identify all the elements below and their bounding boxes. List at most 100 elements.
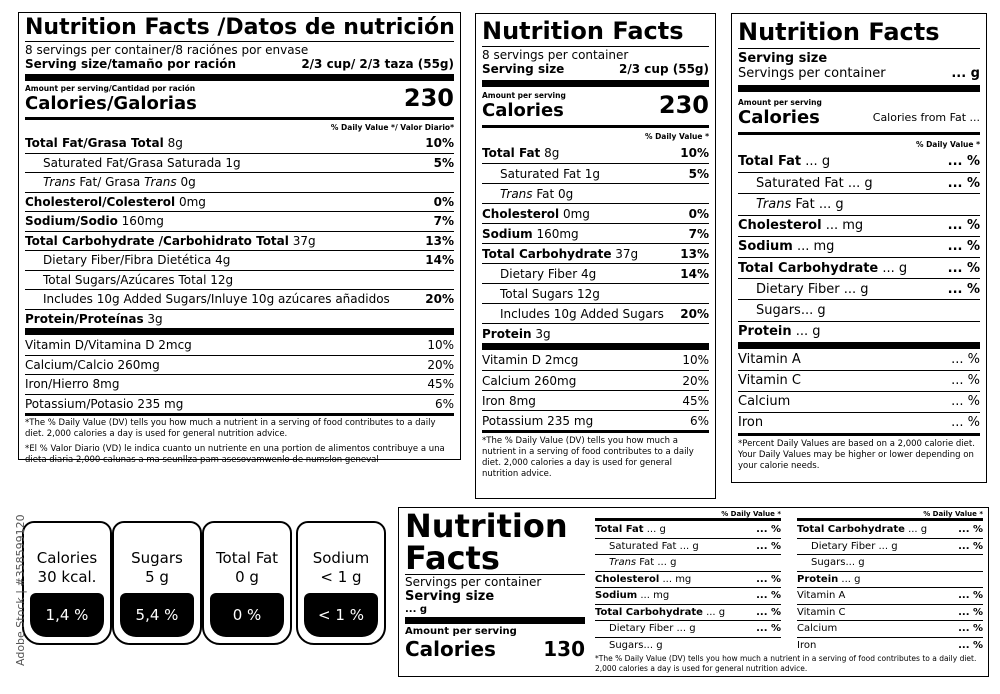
daily-value: 20% — [425, 292, 454, 307]
nutrient-amount: 8g — [163, 135, 183, 150]
nutrient-name: Dietary Fiber/Fibra Dietética 4g — [25, 253, 230, 267]
daily-value: ... % — [756, 590, 781, 602]
nutrient-amount: Total Sugars/Azúcares Total 12g — [43, 272, 234, 287]
badge-percent: 0 % — [210, 593, 284, 637]
nutrient-row: Sugars... g — [738, 299, 980, 320]
nutrient-amount: ... mg — [821, 218, 864, 234]
nutrient-row: Cholesterol ... mg ... % — [595, 570, 781, 588]
nutrient-name: Saturated Fat 1g — [482, 167, 600, 181]
vitamin-name: Calcium — [738, 394, 791, 410]
badge-amount: 30 kcal. — [37, 567, 97, 586]
nutrient-row: Protein ... g — [738, 320, 980, 342]
nutrient-row: Vitamin C ... % — [797, 603, 983, 621]
nutrient-name: Total Fat ... g — [738, 154, 830, 169]
nutrient-name: Protein ... g — [738, 324, 821, 339]
nutrient-name: Trans Fat ... g — [595, 557, 676, 568]
nutrient-amount: ... g — [702, 606, 726, 618]
nutrient-row: Dietary Fiber ... g ... % — [738, 278, 980, 299]
nutrient-amount: 3g — [143, 311, 163, 326]
amount-label: Amount per serving — [738, 98, 822, 107]
nutrient-row: Trans Fat ... g — [595, 554, 781, 571]
daily-value: ... % — [947, 175, 980, 191]
nutrient-name: Sugars... g — [595, 640, 663, 651]
nutrient-amount: Saturated Fat ... g — [609, 540, 699, 552]
serving-size-value: 2/3 cup (55g) — [619, 62, 709, 76]
calories-label: Calories/Galorias — [25, 93, 197, 114]
vitamin-dv: 20% — [682, 373, 709, 388]
badge-label: Sodium < 1 g — [298, 523, 384, 593]
nutrient-bold-name: Sodium — [482, 226, 533, 241]
nutrient-name: Trans Fat 0g — [482, 187, 573, 201]
daily-value: 20% — [680, 306, 709, 321]
nutrient-amount: 0mg — [175, 194, 206, 209]
nutrient-name: Trans Fat/ Grasa Trans 0g — [25, 175, 196, 189]
nutrient-name: Dietary Fiber ... g — [738, 282, 869, 297]
label-title-line1: Nutrition — [405, 507, 568, 545]
daily-value: 5% — [688, 166, 709, 181]
calories-label: Calories — [482, 100, 564, 121]
nutrient-bold-name: Cholesterol — [595, 573, 660, 585]
nutrient-row: Trans Fat/ Grasa Trans 0g — [25, 172, 454, 192]
daily-value: 7% — [433, 214, 454, 229]
nutrient-badge: Sodium < 1 g < 1 % — [296, 521, 386, 645]
vitamin-name: Potassium/Potasio 235 mg — [25, 396, 184, 411]
vitamin-name: Vitamin D 2mcg — [482, 353, 579, 367]
nutrient-name: Total Carbohydrate ... g — [595, 607, 725, 618]
badge-percent: 1,4 % — [30, 593, 104, 637]
vitamin-name: Vitamin C — [738, 373, 802, 389]
nutrient-amount: Trans Fat ... g — [609, 557, 677, 569]
nutrient-bold-name: Total Fat — [482, 146, 541, 160]
nutrient-bold-name: Total Carbohydrate /Carbohidrato Total — [25, 233, 289, 248]
nutrient-amount: Trans Fat ... g — [756, 196, 844, 212]
nutrient-amount: Dietary Fiber/Fibra Dietética 4g — [43, 253, 231, 268]
nutrient-name: Iron — [797, 640, 816, 651]
amount-label: Amount per serving/Cantidad por ración — [25, 84, 196, 93]
servings-text: 8 servings per container — [482, 48, 629, 62]
nutrient-amount: Total Sugars 12g — [500, 286, 600, 301]
vitamin-row: Vitamin D 2mcg 10% — [482, 350, 709, 370]
serving-size-label: Serving size — [738, 51, 828, 66]
label-title: Nutrition Facts — [482, 17, 684, 45]
nutrient-bold-name: Total Carbohydrate — [738, 260, 879, 276]
vitamin-name: Iron 8mg — [482, 393, 536, 408]
label-title-line2: Facts — [405, 539, 500, 577]
serving-size-label: Serving size — [482, 62, 565, 76]
nutrient-amount: Iron — [797, 639, 817, 651]
footnote: *Percent Daily Values are based on a 2,0… — [738, 438, 975, 471]
bilingual-nutrition-label: Nutrition Facts /Datos de nutrición 8 se… — [18, 12, 461, 465]
nutrient-amount: Dietary Fiber ... g — [609, 623, 696, 635]
badge-percent: < 1 % — [304, 593, 378, 637]
nutrient-amount: ... g — [791, 324, 821, 340]
daily-value: ... % — [958, 639, 983, 651]
nutrient-name: Dietary Fiber ... g — [797, 541, 898, 552]
serving-size-value: 2/3 cup/ 2/3 taza (55g) — [301, 57, 454, 71]
nutrient-bold-name: Sodium/Sodio — [25, 214, 118, 229]
vitamin-row: Calcium 260mg 20% — [482, 370, 709, 390]
horizontal-nutrition-label: Nutrition Facts Servings per container S… — [398, 507, 989, 677]
nutrient-name: Total Sugars 12g — [482, 287, 600, 301]
vitamin-row: Potassium 235 mg 6% — [482, 410, 709, 430]
calories-label: Calories — [738, 107, 820, 128]
nutrient-amount: Saturated Fat ... g — [756, 175, 873, 191]
nutrient-amount: Dietary Fiber ... g — [811, 540, 898, 552]
nutrient-amount: 37g — [611, 246, 639, 261]
daily-value: 13% — [680, 246, 709, 261]
label-title: Nutrition Facts /Datos de nutrición — [25, 15, 455, 40]
nutrient-bold-name: Cholesterol — [482, 206, 560, 221]
calories-from-fat: Calories from Fat ... — [872, 111, 980, 124]
nutrient-amount: 37g — [288, 233, 316, 248]
serving-size-label: Serving size/tamaño por ración — [25, 57, 237, 71]
nutrient-name: Total Carbohydrate ... g — [738, 261, 907, 276]
vitamin-dv: 20% — [427, 357, 454, 372]
nutrient-row: Total Sugars 12g — [482, 283, 709, 303]
nutrient-badge: Calories 30 kcal. 1,4 % — [22, 521, 112, 645]
nutrient-name: Dietary Fiber 4g — [482, 267, 596, 281]
daily-value: 0% — [433, 194, 454, 209]
nutrient-amount: Includes 10g Added Sugars — [500, 306, 664, 321]
nutrient-amount: Trans Fat 0g — [500, 186, 574, 201]
nutrient-amount: Sugars... g — [811, 557, 865, 569]
nutrient-bold-name: Cholesterol — [738, 218, 822, 234]
vitamin-dv: 45% — [682, 393, 709, 408]
vitamin-row: Vitamin C ... % — [738, 369, 980, 391]
nutrient-amount: ... g — [838, 573, 861, 585]
